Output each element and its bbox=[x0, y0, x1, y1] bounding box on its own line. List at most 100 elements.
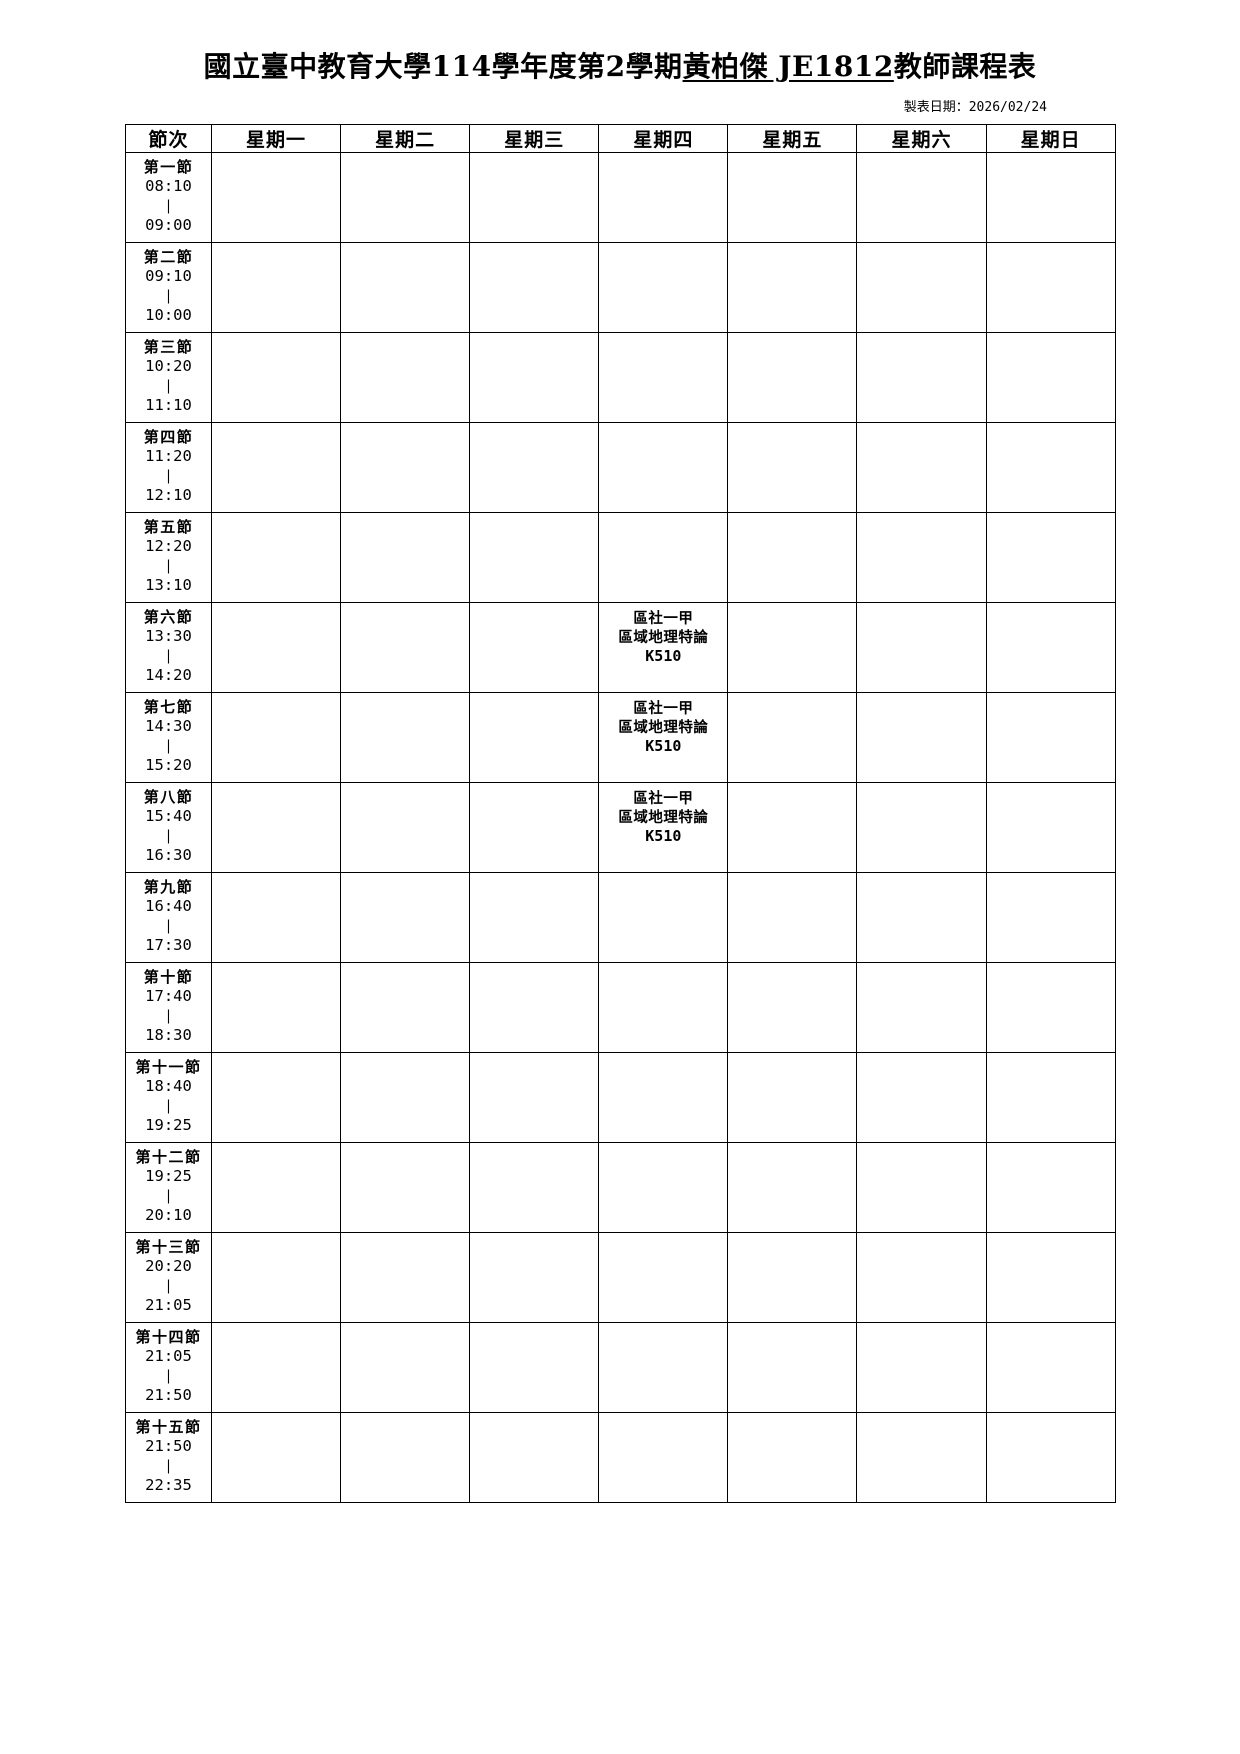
table-row: 第二節 09:10 | 10:00 bbox=[125, 241, 1116, 333]
period-end-time: 18:30 bbox=[145, 1025, 192, 1044]
course-entry: 區社一甲 區域地理特論 K510 bbox=[599, 789, 727, 848]
period-cell: 第五節 12:20 | 13:10 bbox=[125, 511, 212, 603]
empty-cell bbox=[985, 601, 1116, 693]
period-end-time: 21:50 bbox=[145, 1385, 192, 1404]
empty-cell bbox=[856, 421, 987, 513]
period-cell: 第四節 11:20 | 12:10 bbox=[125, 421, 212, 513]
empty-cell bbox=[727, 1051, 858, 1143]
empty-cell bbox=[469, 151, 600, 243]
title-suffix: 教師課程表 bbox=[893, 50, 1037, 83]
header-day-tuesday: 星期二 bbox=[340, 123, 471, 153]
course-room: K510 bbox=[645, 647, 682, 666]
empty-cell bbox=[469, 1321, 600, 1413]
header-row: 節次 星期一 星期二 星期三 星期四 星期五 星期六 星期日 bbox=[125, 123, 1116, 153]
empty-cell bbox=[210, 1141, 342, 1233]
course-name: 區域地理特論 bbox=[618, 628, 709, 646]
empty-cell bbox=[469, 241, 600, 333]
empty-cell bbox=[856, 601, 987, 693]
period-end-time: 12:10 bbox=[145, 485, 192, 504]
period-end-time: 15:20 bbox=[145, 755, 192, 774]
empty-cell bbox=[340, 1141, 471, 1233]
empty-cell bbox=[727, 871, 858, 963]
course-name: 區域地理特論 bbox=[618, 718, 709, 736]
course-room: K510 bbox=[645, 737, 682, 756]
empty-cell bbox=[598, 241, 729, 333]
empty-cell bbox=[469, 1411, 600, 1503]
header-day-wednesday: 星期三 bbox=[469, 123, 600, 153]
period-cell: 第十三節 20:20 | 21:05 bbox=[125, 1231, 212, 1323]
empty-cell bbox=[210, 1231, 342, 1323]
course-class: 區社一甲 bbox=[633, 789, 694, 807]
empty-cell bbox=[727, 781, 858, 873]
empty-cell bbox=[856, 871, 987, 963]
empty-cell bbox=[340, 1411, 471, 1503]
empty-cell bbox=[210, 1051, 342, 1143]
period-end-time: 09:00 bbox=[145, 215, 192, 234]
empty-cell bbox=[469, 1231, 600, 1323]
period-time-separator: | bbox=[166, 557, 171, 574]
period-time-separator: | bbox=[166, 917, 171, 934]
empty-cell bbox=[340, 781, 471, 873]
period-start-time: 18:40 bbox=[145, 1076, 192, 1095]
period-start-time: 19:25 bbox=[145, 1166, 192, 1185]
empty-cell bbox=[598, 511, 729, 603]
course-cell: 區社一甲 區域地理特論 K510 bbox=[598, 601, 729, 693]
course-room: K510 bbox=[645, 827, 682, 846]
empty-cell bbox=[856, 151, 987, 243]
title-prefix: 國立臺中教育大學114學年度第2學期 bbox=[203, 50, 683, 83]
period-label: 第十四節 bbox=[135, 1327, 202, 1346]
empty-cell bbox=[985, 961, 1116, 1053]
empty-cell bbox=[727, 241, 858, 333]
empty-cell bbox=[856, 1321, 987, 1413]
empty-cell bbox=[469, 1141, 600, 1233]
empty-cell bbox=[210, 511, 342, 603]
period-cell: 第十節 17:40 | 18:30 bbox=[125, 961, 212, 1053]
period-time-separator: | bbox=[166, 377, 171, 394]
empty-cell bbox=[856, 241, 987, 333]
period-label: 第十五節 bbox=[135, 1417, 202, 1436]
date-stamp: 製表日期：2026/02/24 bbox=[903, 99, 1047, 115]
period-cell: 第十四節 21:05 | 21:50 bbox=[125, 1321, 212, 1413]
empty-cell bbox=[340, 511, 471, 603]
empty-cell bbox=[985, 781, 1116, 873]
period-time-separator: | bbox=[166, 647, 171, 664]
period-start-time: 21:50 bbox=[145, 1436, 192, 1455]
period-label: 第一節 bbox=[143, 157, 194, 176]
table-row: 第一節 08:10 | 09:00 bbox=[125, 151, 1116, 243]
period-start-time: 12:20 bbox=[145, 536, 192, 555]
table-row: 第七節 14:30 | 15:20 區社一甲 區域地理特論 K510 bbox=[125, 691, 1116, 783]
period-cell: 第三節 10:20 | 11:10 bbox=[125, 331, 212, 423]
period-time-separator: | bbox=[166, 737, 171, 754]
empty-cell bbox=[340, 691, 471, 783]
empty-cell bbox=[340, 421, 471, 513]
empty-cell bbox=[727, 1411, 858, 1503]
period-time-separator: | bbox=[166, 1097, 171, 1114]
empty-cell bbox=[856, 781, 987, 873]
period-time-separator: | bbox=[166, 1457, 171, 1474]
period-start-time: 13:30 bbox=[145, 626, 192, 645]
period-time-separator: | bbox=[166, 1187, 171, 1204]
empty-cell bbox=[210, 961, 342, 1053]
period-label: 第十三節 bbox=[135, 1237, 202, 1256]
period-label: 第十二節 bbox=[135, 1147, 202, 1166]
empty-cell bbox=[469, 421, 600, 513]
period-label: 第十節 bbox=[143, 967, 194, 986]
course-name: 區域地理特論 bbox=[618, 808, 709, 826]
empty-cell bbox=[985, 421, 1116, 513]
empty-cell bbox=[340, 1051, 471, 1143]
empty-cell bbox=[469, 871, 600, 963]
empty-cell bbox=[210, 241, 342, 333]
period-end-time: 19:25 bbox=[145, 1115, 192, 1134]
course-cell: 區社一甲 區域地理特論 K510 bbox=[598, 781, 729, 873]
table-head: 節次 星期一 星期二 星期三 星期四 星期五 星期六 星期日 bbox=[125, 123, 1116, 153]
table-row: 第十四節 21:05 | 21:50 bbox=[125, 1321, 1116, 1413]
table-row: 第八節 15:40 | 16:30 區社一甲 區域地理特論 K510 bbox=[125, 781, 1116, 873]
period-start-time: 21:05 bbox=[145, 1346, 192, 1365]
empty-cell bbox=[340, 241, 471, 333]
empty-cell bbox=[598, 1411, 729, 1503]
empty-cell bbox=[210, 691, 342, 783]
empty-cell bbox=[598, 871, 729, 963]
empty-cell bbox=[985, 1321, 1116, 1413]
period-start-time: 10:20 bbox=[145, 356, 192, 375]
period-cell: 第一節 08:10 | 09:00 bbox=[125, 151, 212, 243]
